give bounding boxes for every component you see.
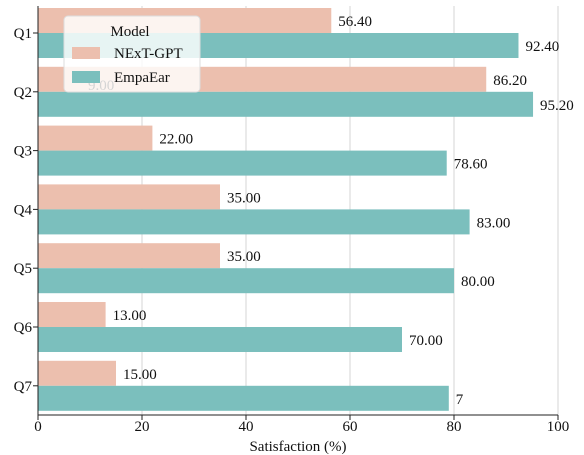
bar-next-gpt [38, 243, 220, 269]
data-label: 80.00 [461, 274, 495, 290]
bar-empaear [38, 91, 534, 117]
data-label: 15.00 [123, 367, 157, 383]
legend: Model NExT-GPT EmpaEar [63, 15, 201, 93]
labels: 0 20 40 60 80 100 Satisfaction (%) Q1 56.40 92.40… [14, 14, 574, 455]
x-tick-label: 40 [239, 419, 254, 435]
y-tick-label: Q5 [14, 261, 32, 277]
bar-next-gpt [38, 125, 153, 151]
legend-entry-label: NExT-GPT [114, 46, 183, 62]
legend-title: Model [110, 24, 149, 40]
y-tick-label: Q7 [14, 379, 33, 395]
bar-empaear [38, 150, 447, 176]
data-label: 7 [456, 392, 464, 408]
bar-empaear [38, 385, 449, 411]
bar-next-gpt [38, 184, 220, 210]
bar-empaear [38, 327, 402, 352]
x-tick-label: 20 [135, 419, 150, 435]
data-label: 35.00 [227, 190, 261, 206]
data-label: 86.20 [493, 73, 527, 89]
x-tick-label: 0 [34, 419, 42, 435]
axes [33, 6, 559, 420]
legend-entry-label: EmpaEar [114, 70, 170, 86]
x-axis-label: Satisfaction (%) [249, 439, 346, 455]
bar-empaear [38, 268, 454, 294]
y-tick-label: Q1 [14, 26, 32, 42]
y-tick-label: Q2 [14, 85, 32, 101]
data-label: 92.40 [525, 39, 559, 55]
y-tick-label: Q4 [14, 202, 33, 218]
x-tick-label: 60 [343, 419, 358, 435]
data-label: 95.20 [540, 98, 574, 114]
legend-swatch [72, 47, 100, 59]
data-label: 56.40 [338, 14, 372, 30]
legend-swatch [72, 71, 100, 83]
x-tick-label: 100 [547, 419, 570, 435]
data-label: 22.00 [159, 132, 193, 148]
y-tick-label: Q3 [14, 144, 32, 160]
data-label: 35.00 [227, 249, 261, 265]
data-label: 78.60 [454, 157, 488, 173]
x-tick-label: 80 [447, 419, 462, 435]
y-tick-label: Q6 [14, 320, 33, 336]
data-label: 83.00 [477, 215, 511, 231]
bar-next-gpt [38, 360, 116, 386]
data-label: 13.00 [113, 308, 147, 324]
bar-empaear [38, 209, 470, 235]
data-label: 70.00 [409, 333, 443, 349]
bar-next-gpt [38, 302, 106, 327]
